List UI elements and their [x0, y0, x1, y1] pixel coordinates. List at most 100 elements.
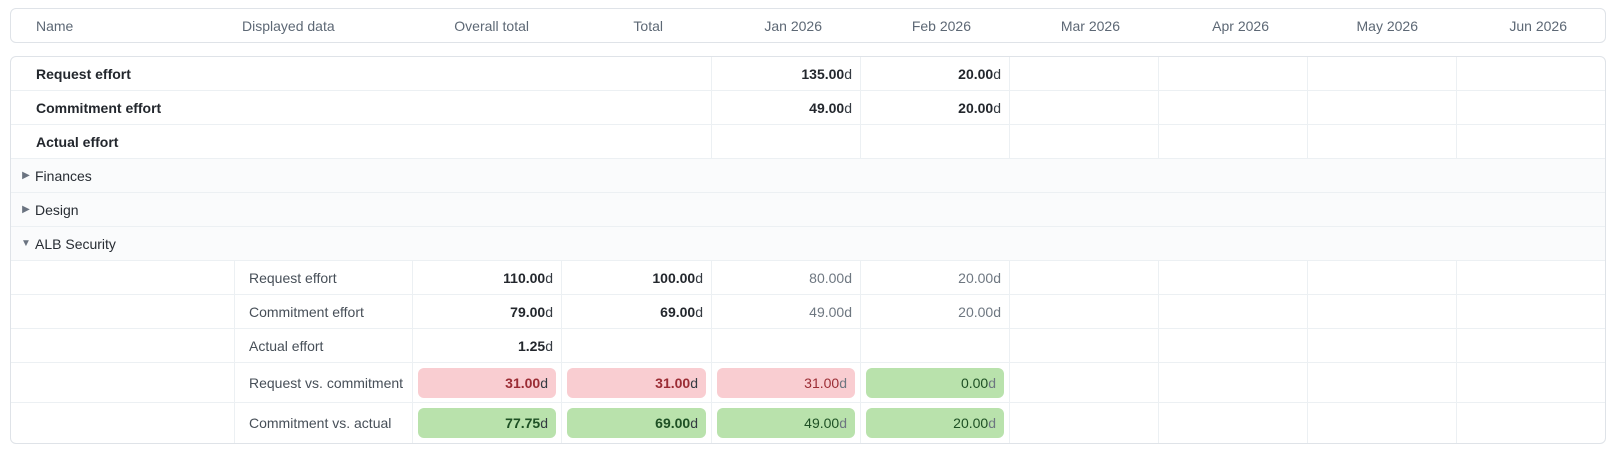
cell-jun-2026 [1456, 295, 1605, 328]
cell-may-2026 [1307, 57, 1456, 90]
cell-jan-2026: 49.00 d [711, 403, 860, 443]
group-row-toggle[interactable]: ▶ Finances [11, 159, 1605, 192]
row-name: Request effort [36, 65, 131, 82]
cell-overall-total: 31.00 d [412, 363, 561, 402]
name-cell-empty [11, 329, 234, 362]
column-header-total: Total [633, 17, 663, 34]
column-header-jun-2026: Jun 2026 [1509, 17, 1567, 34]
column-header-mar-2026: Mar 2026 [1060, 17, 1120, 34]
cell-may-2026 [1307, 363, 1456, 402]
cell-may-2026 [1307, 329, 1456, 362]
group-name: Design [35, 201, 79, 218]
negative-variance-badge: 31.00 d [567, 367, 706, 398]
row-alb-security[interactable]: ▼ ALB Security [11, 227, 1605, 261]
name-cell-empty [11, 403, 234, 443]
positive-variance-badge: 77.75 d [418, 408, 556, 438]
row-commitment-effort: Commitment effort 79.00 d 69.00 d 49.00 d 20.00… [11, 295, 1605, 329]
cell-jun-2026 [1456, 57, 1605, 90]
column-header-may-2026: May 2026 [1356, 17, 1418, 34]
cell-apr-2026 [1158, 91, 1307, 124]
cell-jan-2026 [711, 329, 860, 362]
cell-jun-2026 [1456, 329, 1605, 362]
cell-mar-2026 [1009, 57, 1158, 90]
cell-jan-2026: 49.00 d [711, 91, 860, 124]
cell-mar-2026 [1009, 295, 1158, 328]
cell-jan-2026: 135.00 d [711, 57, 860, 90]
cell-jun-2026 [1456, 363, 1605, 402]
displayed-data-label: Request effort [234, 261, 412, 294]
cell-total: 69.00 d [561, 403, 711, 443]
cell-jan-2026: 49.00 d [711, 295, 860, 328]
name-cell-empty [11, 295, 234, 328]
cell-total: 69.00 d [561, 295, 711, 328]
positive-variance-badge: 49.00 d [717, 408, 855, 438]
positive-variance-badge: 69.00 d [567, 408, 706, 438]
cell-feb-2026: 20.00 d [860, 403, 1009, 443]
cell-jan-2026: 31.00 d [711, 363, 860, 402]
cell-apr-2026 [1158, 57, 1307, 90]
cell-overall-total: 1.25 d [412, 329, 561, 362]
row-name: Actual effort [36, 133, 119, 150]
positive-variance-badge: 20.00 d [866, 408, 1004, 438]
cell-feb-2026: 20.00 d [860, 295, 1009, 328]
row-request-effort: Request effort 135.00 d 20.00 d [11, 57, 1605, 91]
cell-apr-2026 [1158, 125, 1307, 158]
cell-jun-2026 [1456, 91, 1605, 124]
column-header-name: Name [36, 17, 74, 34]
name-cell-empty [11, 261, 234, 294]
row-name: Commitment effort [36, 99, 162, 116]
table-header: Name Displayed data Overall total Total … [10, 8, 1606, 43]
cell-overall-total: 110.00 d [412, 261, 561, 294]
cell-total [561, 329, 711, 362]
group-row-toggle[interactable]: ▼ ALB Security [11, 227, 1605, 260]
name-cell-empty [11, 363, 234, 402]
cell-feb-2026: 20.00 d [860, 57, 1009, 90]
table-body: Request effort 135.00 d 20.00 d Commitment ef… [10, 56, 1606, 444]
cell-overall-total: 77.75 d [412, 403, 561, 443]
cell-mar-2026 [1009, 261, 1158, 294]
cell-jun-2026 [1456, 403, 1605, 443]
caret-right-icon[interactable]: ▶ [22, 169, 30, 181]
negative-variance-badge: 31.00 d [418, 367, 556, 398]
column-header-displayed-data: Displayed data [242, 17, 335, 34]
cell-overall-total: 79.00 d [412, 295, 561, 328]
group-name: Finances [35, 167, 92, 184]
cell-feb-2026 [860, 329, 1009, 362]
row-commitment-vs-actual: Commitment vs. actual 77.75 d 69.00 d 49.00 d 2… [11, 403, 1605, 443]
cell-jan-2026 [711, 125, 860, 158]
group-row-toggle[interactable]: ▶ Design [11, 193, 1605, 226]
cell-feb-2026: 0.00 d [860, 363, 1009, 402]
cell-total: 100.00 d [561, 261, 711, 294]
effort-planning-table: Name Displayed data Overall total Total … [10, 8, 1606, 444]
displayed-data-label: Commitment effort [234, 295, 412, 328]
cell-apr-2026 [1158, 363, 1307, 402]
row-finances[interactable]: ▶ Finances [11, 159, 1605, 193]
cell-may-2026 [1307, 125, 1456, 158]
cell-apr-2026 [1158, 329, 1307, 362]
cell-feb-2026: 20.00 d [860, 261, 1009, 294]
cell-jun-2026 [1456, 125, 1605, 158]
displayed-data-label: Actual effort [234, 329, 412, 362]
cell-apr-2026 [1158, 261, 1307, 294]
row-actual-effort: Actual effort [11, 125, 1605, 159]
cell-mar-2026 [1009, 125, 1158, 158]
negative-variance-badge: 31.00 d [717, 367, 855, 398]
cell-may-2026 [1307, 261, 1456, 294]
displayed-data-label: Request vs. commitment [234, 363, 412, 402]
positive-variance-badge: 0.00 d [866, 367, 1004, 398]
cell-jun-2026 [1456, 261, 1605, 294]
cell-jan-2026: 80.00 d [711, 261, 860, 294]
cell-apr-2026 [1158, 403, 1307, 443]
caret-right-icon[interactable]: ▶ [22, 203, 30, 215]
column-header-feb-2026: Feb 2026 [911, 17, 971, 34]
column-header-apr-2026: Apr 2026 [1212, 17, 1269, 34]
row-commitment-effort: Commitment effort 49.00 d 20.00 d [11, 91, 1605, 125]
column-header-jan-2026: Jan 2026 [764, 17, 822, 34]
cell-mar-2026 [1009, 363, 1158, 402]
row-actual-effort: Actual effort 1.25 d [11, 329, 1605, 363]
row-design[interactable]: ▶ Design [11, 193, 1605, 227]
cell-mar-2026 [1009, 329, 1158, 362]
caret-down-icon[interactable]: ▼ [21, 237, 31, 249]
row-request-effort: Request effort 110.00 d 100.00 d 80.00 d 20.00 d [11, 261, 1605, 295]
cell-total: 31.00 d [561, 363, 711, 402]
